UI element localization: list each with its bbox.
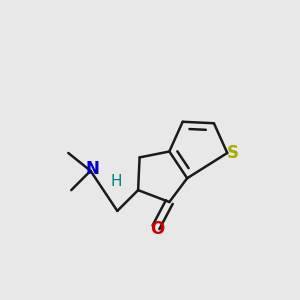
Text: S: S (226, 144, 238, 162)
Text: O: O (150, 220, 165, 238)
Text: N: N (85, 160, 99, 178)
Text: H: H (110, 174, 122, 189)
